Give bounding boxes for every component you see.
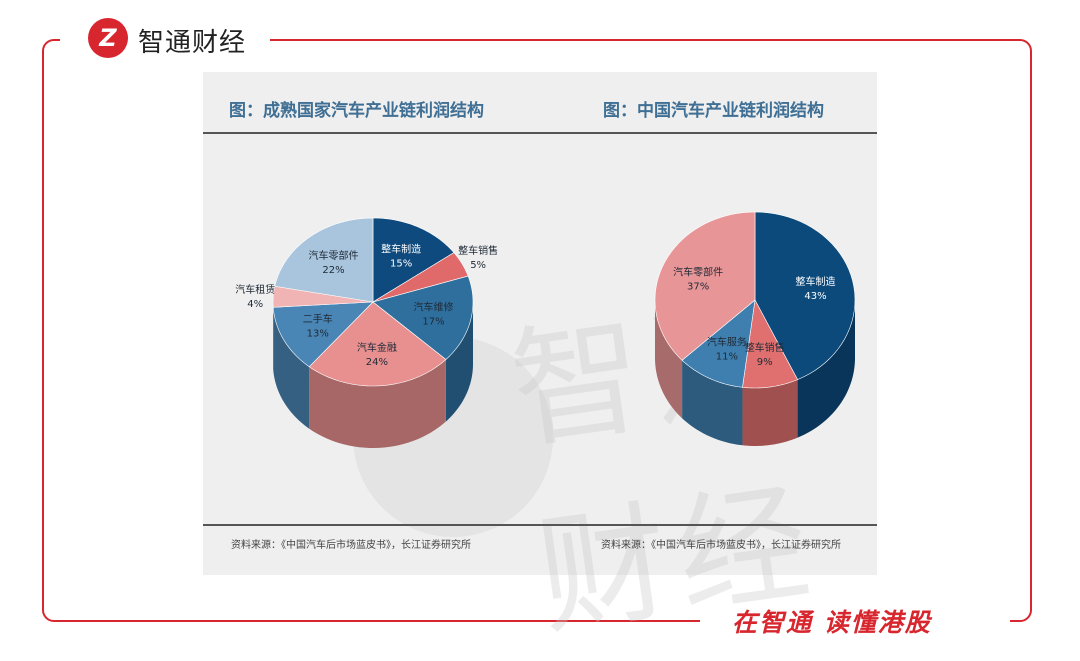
slice-value: 15% <box>390 259 412 270</box>
pie-charts: 整车制造 15% 整车销售 5% 汽车维修 17% 汽车金融 24% 二手车 13% 汽车租赁 4% 汽… <box>203 72 877 575</box>
slice-value: 24% <box>366 357 388 368</box>
slice-label: 汽车维修 <box>414 300 454 313</box>
pie-side-整车销售 <box>742 380 797 446</box>
slice-value: 5% <box>470 260 486 271</box>
slice-label: 整车制造 <box>381 243 421 256</box>
slice-value: 37% <box>687 281 709 292</box>
slice-value: 13% <box>307 329 329 340</box>
slice-label: 汽车服务 <box>707 336 747 349</box>
slice-value: 9% <box>757 357 773 368</box>
slice-value: 11% <box>716 352 738 363</box>
slice-value: 43% <box>804 291 826 302</box>
slice-label: 整车销售 <box>745 341 785 354</box>
slice-value: 4% <box>247 299 263 310</box>
slice-label: 二手车 <box>303 313 333 326</box>
brand-name: 智通财经 <box>138 22 246 59</box>
slice-label: 整车销售 <box>458 244 498 257</box>
slice-value: 17% <box>422 316 444 327</box>
slice-label: 汽车租赁 <box>235 283 275 296</box>
slice-label: 汽车零部件 <box>673 265 723 278</box>
slice-label: 汽车零部件 <box>308 249 358 262</box>
slice-value: 22% <box>322 265 344 276</box>
logo-icon: Z <box>88 18 128 58</box>
chart-panel: 智通财经 图：成熟国家汽车产业链利润结构 图：中国汽车产业链利润结构 资料来源：… <box>203 72 877 575</box>
slice-label: 整车制造 <box>796 275 836 288</box>
slice-label: 汽车金融 <box>357 341 397 354</box>
